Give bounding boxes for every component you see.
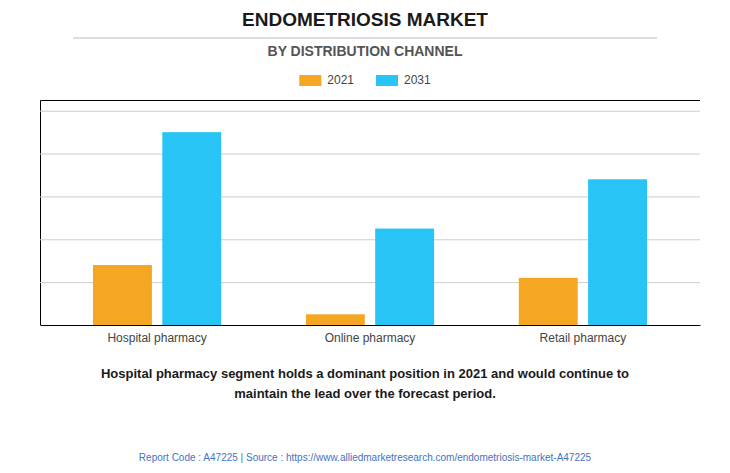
legend-item: 2021: [299, 73, 354, 87]
legend-swatch: [376, 75, 398, 86]
legend-item: 2031: [376, 73, 431, 87]
grid-line: [40, 325, 700, 326]
x-tick-label: Online pharmacy: [325, 331, 416, 345]
x-tick: Retail pharmacy: [540, 325, 627, 345]
subtitle: BY DISTRIBUTION CHANNEL: [268, 43, 463, 59]
x-axis-line: [41, 325, 701, 326]
separator: [73, 38, 657, 39]
plot: Hospital pharmacy Online pharmacy Retail p…: [40, 101, 701, 345]
y-tick: [40, 325, 700, 326]
y-axis-line: [41, 101, 701, 326]
legend-label: 2031: [404, 73, 431, 87]
body-text-line: maintain the lead over the forecast peri…: [234, 386, 496, 401]
y-tick: [40, 154, 700, 155]
footer: Report Code : A47225 | Source : https://…: [139, 452, 592, 463]
series: [162, 132, 647, 325]
title: ENDOMETRIOSIS MARKET: [242, 9, 488, 30]
body-text: Hospital pharmacy segment holds a domina…: [101, 366, 629, 401]
legend-swatch: [299, 75, 321, 86]
bar: [375, 229, 434, 325]
legend-label: 2021: [327, 73, 354, 87]
y-tick: [40, 111, 700, 112]
x-tick-label: Retail pharmacy: [540, 331, 627, 345]
grid-line: [40, 111, 700, 112]
body-text-line: Hospital pharmacy segment holds a domina…: [101, 366, 629, 381]
legend: 2021 2031: [299, 73, 431, 87]
bar: [162, 132, 221, 325]
bar: [93, 265, 152, 325]
y-axis: [40, 101, 700, 326]
bar: [588, 179, 647, 325]
chart: ENDOMETRIOSIS MARKET BY DISTRIBUTION CHAN…: [0, 0, 730, 473]
bar: [306, 314, 365, 325]
bar: [519, 278, 578, 325]
x-tick: Hospital pharmacy: [107, 325, 206, 345]
x-tick: Online pharmacy: [325, 325, 416, 345]
grid-line: [40, 154, 700, 155]
bars: [93, 132, 647, 325]
x-axis: Hospital pharmacy Online pharmacy Retail p…: [41, 325, 701, 345]
x-tick-label: Hospital pharmacy: [107, 331, 206, 345]
